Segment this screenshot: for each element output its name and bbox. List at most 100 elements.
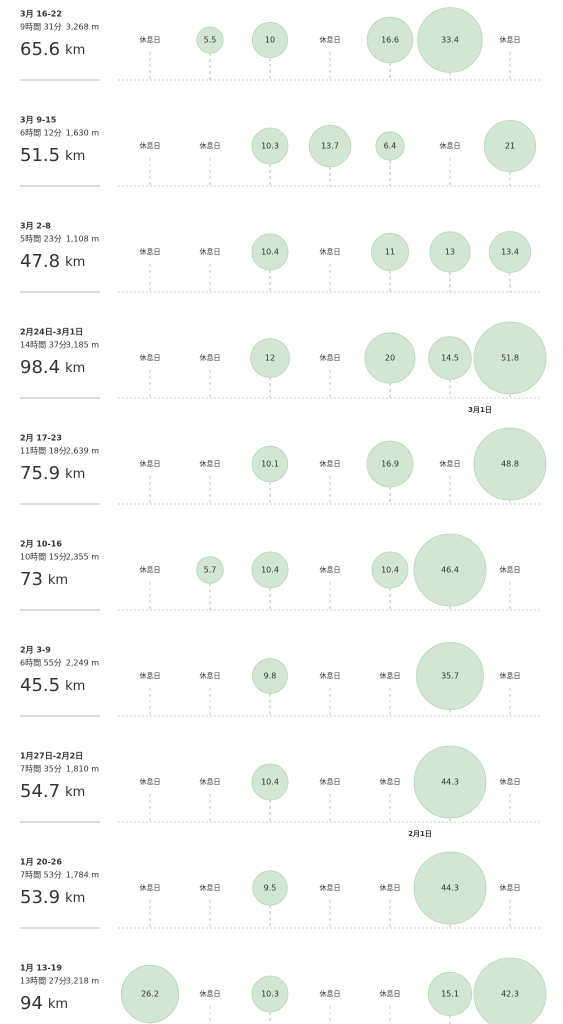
week-time: 7時間 53分 — [20, 871, 62, 880]
week-elevation: 1,810 m — [66, 765, 99, 774]
day-bubble — [251, 21, 289, 59]
day-bubble — [417, 7, 483, 73]
rest-label: 休息日 — [500, 883, 521, 892]
day-bubble — [308, 124, 352, 168]
week-time: 11時間 18分 — [20, 447, 67, 456]
distance-value: 53.9 — [20, 887, 60, 908]
rest-label: 休息日 — [200, 883, 221, 892]
day-value: 10.4 — [261, 566, 279, 575]
week-distance: 94 km — [20, 993, 68, 1014]
day-bubble — [251, 763, 289, 801]
day-value: 51.8 — [501, 354, 519, 363]
day-bubble — [375, 131, 405, 161]
day-bubble — [489, 231, 531, 273]
day-bubble — [364, 332, 416, 384]
day-value: 13.7 — [321, 142, 339, 151]
rest-label: 休息日 — [320, 353, 341, 362]
day-bubble — [120, 964, 180, 1024]
rest-label: 休息日 — [200, 247, 221, 256]
day-bubble — [428, 336, 472, 380]
week-elevation: 3,218 m — [66, 977, 99, 986]
week-time: 5時間 23分 — [20, 235, 62, 244]
rest-label: 休息日 — [200, 777, 221, 786]
week-dates: 1月 20-26 — [20, 858, 62, 867]
day-bubble — [250, 338, 290, 378]
week-distance: 65.6 km — [20, 39, 85, 60]
day-value: 21 — [505, 142, 515, 151]
day-value: 10.4 — [381, 566, 399, 575]
week-time: 10時間 15分 — [20, 553, 67, 562]
day-bubble — [483, 119, 537, 173]
rest-label: 休息日 — [140, 671, 161, 680]
day-value: 10.3 — [261, 142, 279, 151]
day-value: 10.3 — [261, 990, 279, 999]
day-bubble — [473, 321, 547, 395]
distance-unit: km — [65, 785, 85, 800]
rest-label: 休息日 — [380, 883, 401, 892]
day-bubble — [413, 745, 487, 819]
day-value: 10.4 — [261, 778, 279, 787]
day-bubble — [251, 551, 289, 589]
rest-label: 休息日 — [140, 141, 161, 150]
day-value: 15.1 — [441, 990, 459, 999]
day-value: 5.7 — [204, 566, 217, 575]
day-value: 35.7 — [441, 672, 459, 681]
day-value: 11 — [385, 248, 395, 257]
week-elevation: 1,630 m — [66, 129, 99, 138]
rest-label: 休息日 — [200, 671, 221, 680]
week-dates: 1月 13-19 — [20, 964, 62, 973]
date-marker: 3月1日 — [468, 406, 492, 414]
week-distance: 53.9 km — [20, 887, 85, 908]
day-bubble — [251, 445, 289, 483]
distance-value: 54.7 — [20, 781, 60, 802]
day-bubble — [413, 851, 487, 925]
rest-label: 休息日 — [320, 989, 341, 998]
day-value: 9.5 — [264, 884, 277, 893]
day-value: 16.6 — [381, 36, 399, 45]
day-value: 42.3 — [501, 990, 519, 999]
week-dates: 2月 17-23 — [20, 434, 62, 443]
day-value: 13.4 — [501, 248, 519, 257]
distance-value: 65.6 — [20, 39, 60, 60]
day-bubble — [252, 658, 288, 694]
distance-unit: km — [65, 467, 85, 482]
distance-value: 73 — [20, 569, 43, 590]
distance-value: 51.5 — [20, 145, 60, 166]
week-elevation: 2,639 m — [66, 447, 99, 456]
day-value: 6.4 — [384, 142, 397, 151]
day-bubble — [366, 440, 414, 488]
rest-label: 休息日 — [200, 141, 221, 150]
day-value: 9.8 — [264, 672, 277, 681]
week-elevation: 1,784 m — [66, 871, 99, 880]
rest-label: 休息日 — [500, 35, 521, 44]
distance-unit: km — [65, 43, 85, 58]
week-distance: 47.8 km — [20, 251, 85, 272]
day-value: 33.4 — [441, 36, 459, 45]
week-dates: 1月27日-2月2日 — [20, 752, 83, 761]
rest-label: 休息日 — [140, 777, 161, 786]
day-bubble — [416, 642, 484, 710]
week-dates: 2月 10-16 — [20, 540, 62, 549]
week-distance: 45.5 km — [20, 675, 85, 696]
rest-label: 休息日 — [440, 459, 461, 468]
date-marker: 2月1日 — [408, 830, 432, 838]
day-bubble — [473, 427, 547, 501]
rest-label: 休息日 — [500, 671, 521, 680]
day-value: 20 — [385, 354, 395, 363]
day-value: 10.4 — [261, 248, 279, 257]
day-value: 10 — [265, 36, 275, 45]
week-dates: 3月 16-22 — [20, 10, 62, 19]
day-bubble — [251, 233, 289, 271]
distance-value: 98.4 — [20, 357, 60, 378]
day-value: 5.5 — [204, 36, 217, 45]
rest-label: 休息日 — [140, 883, 161, 892]
day-value: 13 — [445, 248, 455, 257]
rest-label: 休息日 — [320, 35, 341, 44]
day-value: 16.9 — [381, 460, 399, 469]
week-elevation: 1,108 m — [66, 235, 99, 244]
week-distance: 73 km — [20, 569, 68, 590]
day-bubble — [251, 127, 289, 165]
distance-unit: km — [65, 149, 85, 164]
day-bubble — [473, 957, 547, 1024]
